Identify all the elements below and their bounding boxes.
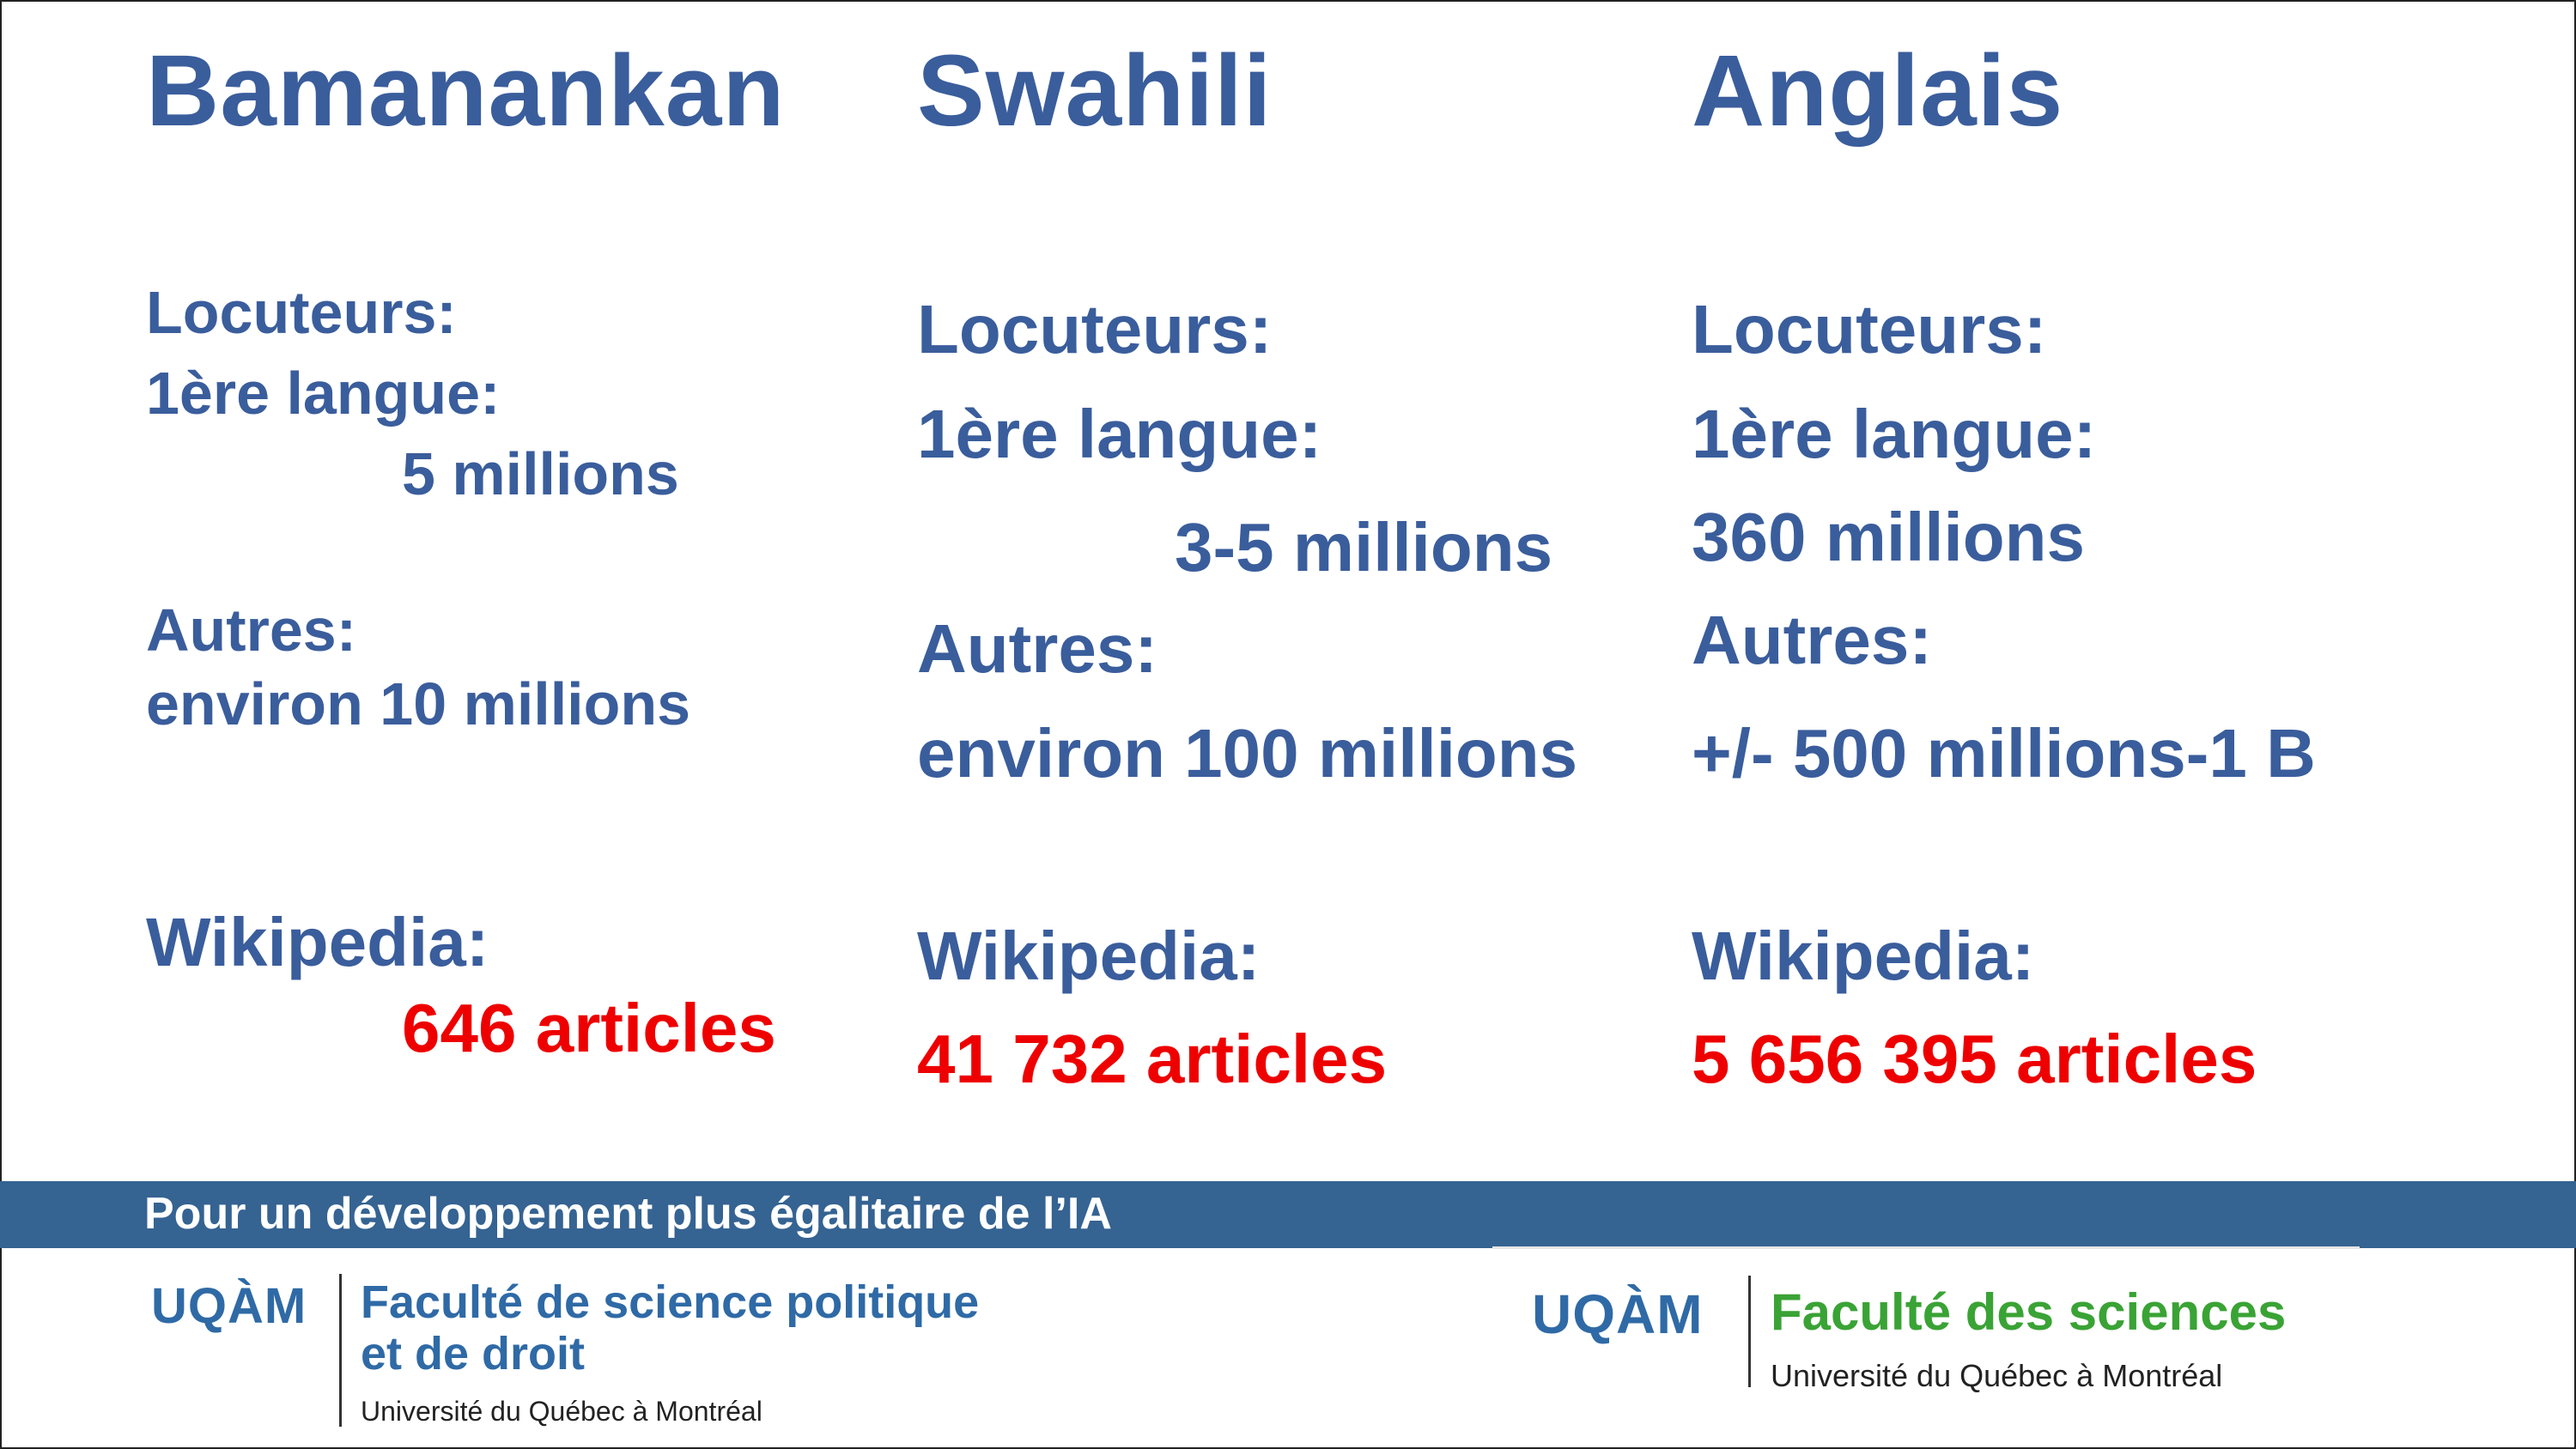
footer-tagline: Pour un développement plus égalitaire de… [144,1189,1112,1239]
others-label: Autres: [1692,602,1933,678]
column-title: Swahili [917,34,1273,148]
wikipedia-article-count: 5 656 395 articles [1692,1021,2257,1097]
speakers-label: Locuteurs: [1692,291,2047,367]
speakers-label: Locuteurs: [917,291,1273,367]
logo-top-rule [1492,1246,2360,1249]
column-title: Bamanankan [146,34,786,148]
faculty-name: Faculté des sciences [1771,1283,2287,1341]
uqam-wordmark: UQÀM [1532,1283,1704,1345]
wikipedia-label: Wikipedia: [1692,918,2035,994]
university-name: Université du Québec à Montréal [1771,1358,2223,1393]
speakers-label: Locuteurs: [146,279,457,346]
others-label: Autres: [917,610,1158,687]
wikipedia-article-count: 41 732 articles [917,1021,1388,1097]
footer-band: Pour un développement plus égalitaire de… [0,1181,2576,1248]
column-title: Anglais [1692,34,2064,148]
first-language-label: 1ère langue: [146,360,501,427]
first-language-label: 1ère langue: [917,396,1322,472]
first-language-value: 5 millions [402,440,679,507]
faculty-name-line1: Faculté de science politique [361,1276,980,1328]
logo-divider [1748,1276,1751,1387]
wikipedia-label: Wikipedia: [917,918,1261,994]
uqam-wordmark: UQÀM [151,1278,307,1334]
wikipedia-label: Wikipedia: [146,904,489,980]
others-value: environ 100 millions [917,715,1578,791]
first-language-value: 360 millions [1692,499,2085,575]
first-language-label: 1ère langue: [1692,396,2097,472]
first-language-value: 3-5 millions [1175,509,1553,585]
logo-divider [339,1274,342,1427]
others-label: Autres: [146,597,357,664]
university-name: Université du Québec à Montréal [361,1396,762,1427]
wikipedia-article-count: 646 articles [402,990,776,1066]
others-value: environ 10 millions [146,670,691,737]
others-value: +/- 500 millions-1 B [1692,715,2316,791]
faculty-name-line2: et de droit [361,1328,586,1379]
